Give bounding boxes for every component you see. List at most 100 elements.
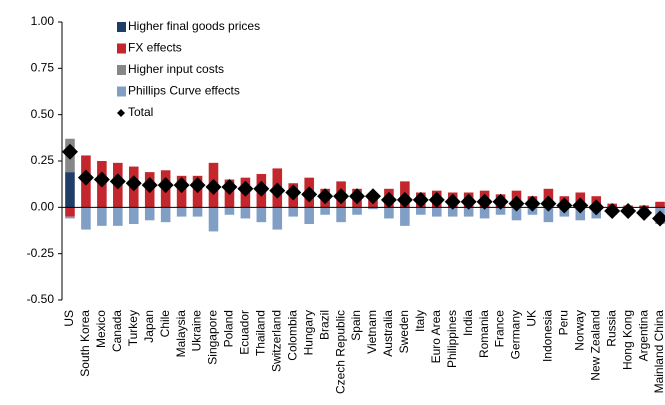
x-tick-label: France <box>493 310 507 348</box>
x-tick-label: Australia <box>381 310 395 357</box>
bar-segment <box>352 207 362 215</box>
bar-segment <box>65 207 75 217</box>
x-tick-label: Canada <box>110 310 124 352</box>
x-tick-label: Switzerland <box>269 310 283 372</box>
x-tick-label: Ecuador <box>238 310 252 355</box>
total-marker <box>109 173 126 190</box>
x-tick-label: Chile <box>158 310 172 338</box>
bar-segment <box>320 207 330 215</box>
total-marker <box>380 191 397 208</box>
total-marker <box>285 184 302 201</box>
total-marker <box>173 177 190 194</box>
x-tick-label: India <box>461 310 475 336</box>
bar-segment <box>431 207 442 217</box>
x-tick-label: Sweden <box>397 310 411 353</box>
x-tick-label: South Korea <box>78 310 92 377</box>
total-marker <box>205 178 222 195</box>
x-tick-label: Turkey <box>126 310 140 346</box>
x-tick-label: Mexico <box>94 310 108 348</box>
bar-segment <box>288 207 299 217</box>
total-marker <box>572 197 589 214</box>
total-marker <box>333 188 350 205</box>
total-marker <box>588 199 605 216</box>
bar-segment <box>655 201 665 208</box>
x-tick-label: Peru <box>557 310 571 335</box>
legend-label: Phillips Curve effects <box>128 84 240 98</box>
bar-segment <box>256 207 267 223</box>
bar-segment <box>176 207 187 217</box>
total-marker <box>317 188 334 205</box>
bar-segment <box>224 207 235 215</box>
x-tick-label: Indonesia <box>541 310 555 362</box>
x-tick-label: Brazil <box>317 310 331 340</box>
x-tick-label: Russia <box>604 310 618 347</box>
x-tick-label: Poland <box>222 310 236 347</box>
y-tick-label: 0.50 <box>31 107 55 121</box>
x-tick-label: New Zealand <box>588 310 602 381</box>
x-tick-label: Argentina <box>636 310 650 362</box>
bar-segment <box>447 207 458 217</box>
x-tick-label: Norway <box>572 310 586 351</box>
total-marker <box>237 180 254 197</box>
legend-label: Higher input costs <box>128 62 224 76</box>
total-marker <box>364 188 381 205</box>
bar-segment <box>304 207 314 225</box>
total-marker <box>428 191 445 208</box>
x-tick-label: Colombia <box>285 310 299 361</box>
bar-segment <box>495 207 506 215</box>
total-marker <box>540 195 557 212</box>
total-marker <box>492 193 509 210</box>
total-marker <box>604 203 621 220</box>
legend-swatch <box>117 86 126 97</box>
bar-segment <box>65 172 75 208</box>
x-tick-label: Japan <box>142 310 156 343</box>
bar-segment <box>416 207 426 215</box>
total-marker <box>636 204 653 221</box>
bar-segment <box>479 207 490 219</box>
total-marker <box>77 169 94 186</box>
bar-segment <box>384 207 394 219</box>
total-marker <box>476 193 493 210</box>
total-marker <box>556 197 573 214</box>
bar-segment <box>463 207 474 217</box>
y-tick-label: -0.25 <box>27 246 55 260</box>
total-marker <box>301 186 318 203</box>
x-tick-label: Hungary <box>301 310 315 355</box>
x-tick-label: Germany <box>509 310 523 359</box>
total-marker <box>141 177 158 194</box>
bar-segment <box>144 207 155 221</box>
x-tick-label: Czech Republic <box>333 310 347 394</box>
total-marker <box>349 188 366 205</box>
bar-segment <box>400 207 410 226</box>
legend-swatch <box>117 109 125 117</box>
bar-segment <box>128 207 139 225</box>
y-tick-label: -0.50 <box>27 292 55 306</box>
bar-segment <box>511 207 522 221</box>
bar-segment <box>97 207 107 226</box>
total-marker <box>444 193 461 210</box>
legend-swatch <box>117 65 126 75</box>
bar-segment <box>65 216 75 219</box>
x-tick-label: Philippines <box>445 310 459 368</box>
x-tick-label: Romania <box>477 310 491 358</box>
x-tick-label: Thailand <box>254 310 268 356</box>
y-tick-label: 0.00 <box>31 200 55 214</box>
x-tick-label: UK <box>525 310 539 327</box>
x-tick-label: Mainland China <box>652 310 665 394</box>
legend-swatch <box>117 22 126 32</box>
x-tick-label: Ukraine <box>190 310 204 352</box>
legend-label: Total <box>128 105 153 119</box>
total-marker <box>508 195 525 212</box>
total-marker <box>412 191 429 208</box>
total-marker <box>125 175 142 192</box>
legend-label: FX effects <box>128 41 182 55</box>
bar-segment <box>272 207 283 230</box>
total-marker <box>620 203 637 220</box>
x-tick-label: Spain <box>349 310 363 341</box>
total-marker <box>221 178 238 195</box>
bar-segment <box>543 207 554 223</box>
legend-swatch <box>117 43 126 54</box>
bar-segment <box>240 207 251 219</box>
legend-label: Higher final goods prices <box>128 19 260 33</box>
